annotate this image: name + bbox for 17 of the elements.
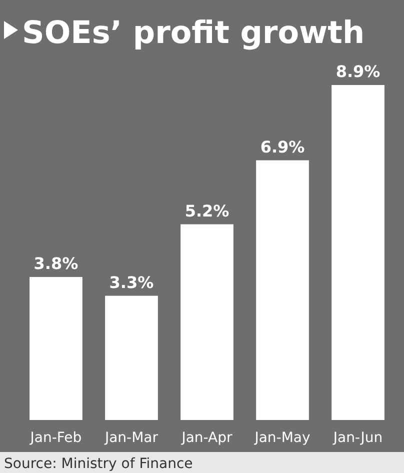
x-tick-label: Jan-Apr [180,430,233,446]
x-tick-label: Jan-May [254,430,310,446]
data-label: 8.9% [336,62,380,81]
bar [30,276,82,420]
chart-title: SOEs’ profit growth [22,15,365,51]
data-label: 5.2% [184,201,230,220]
data-label: 6.9% [260,137,305,156]
bar [256,160,309,420]
x-tick-label: Jan-Feb [29,430,82,446]
bar [180,224,234,420]
data-label: 3.3% [109,272,154,292]
bar [332,85,384,420]
source-note: Source: Ministry of Finance [4,456,193,472]
data-label: 3.8% [34,254,78,273]
x-tick-label: Jan-Mar [104,430,158,446]
x-tick-label: Jan-Jun [332,430,383,446]
bar [105,296,158,420]
